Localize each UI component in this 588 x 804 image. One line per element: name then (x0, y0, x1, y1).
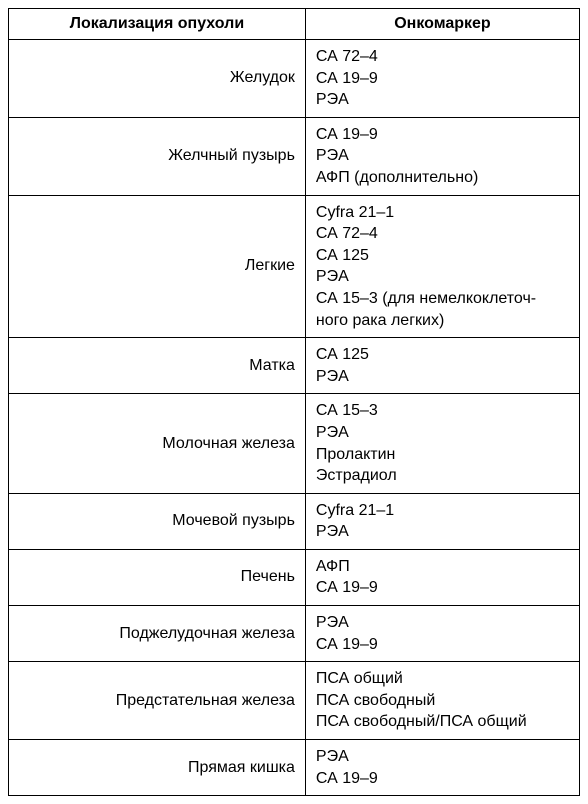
marker-line: ного рака легких) (316, 310, 569, 332)
marker-line: ПСА свободный (316, 690, 569, 712)
marker-line: РЭА (316, 266, 569, 288)
table-row: Молочная железаСА 15–3РЭАПролактинЭстрад… (9, 394, 580, 493)
marker-line: СА 19–9 (316, 577, 569, 599)
marker-line: РЭА (316, 89, 569, 111)
marker-line: Пролактин (316, 444, 569, 466)
table-row: ЖелудокСА 72–4СА 19–9РЭА (9, 40, 580, 118)
table-row: Предстательная железаПСА общийПСА свобод… (9, 662, 580, 740)
marker-cell: СА 15–3РЭАПролактинЭстрадиол (305, 394, 579, 493)
marker-cell: РЭАСА 19–9 (305, 606, 579, 662)
marker-cell: СА 72–4СА 19–9РЭА (305, 40, 579, 118)
marker-line: ПСА общий (316, 668, 569, 690)
marker-line: ПСА свободный/ПСА общий (316, 711, 569, 733)
marker-line: СА 72–4 (316, 46, 569, 68)
table-body: ЖелудокСА 72–4СА 19–9РЭАЖелчный пузырьСА… (9, 40, 580, 796)
marker-line: Cyfra 21–1 (316, 500, 569, 522)
marker-line: АФП (дополнительно) (316, 167, 569, 189)
marker-line: СА 15–3 (316, 400, 569, 422)
table-row: Поджелудочная железаРЭАСА 19–9 (9, 606, 580, 662)
marker-line: РЭА (316, 521, 569, 543)
location-cell: Легкие (9, 195, 306, 338)
table-row: МаткаСА 125РЭА (9, 338, 580, 394)
tumor-markers-table: Локализация опухоли Онкомаркер ЖелудокСА… (8, 8, 580, 796)
table-row: ПеченьАФПСА 19–9 (9, 549, 580, 605)
location-cell: Прямая кишка (9, 740, 306, 796)
marker-line: РЭА (316, 612, 569, 634)
location-cell: Предстательная железа (9, 662, 306, 740)
marker-line: СА 15–3 (для немелкоклеточ- (316, 288, 569, 310)
marker-line: СА 19–9 (316, 124, 569, 146)
location-cell: Молочная железа (9, 394, 306, 493)
location-cell: Матка (9, 338, 306, 394)
marker-cell: ПСА общийПСА свободныйПСА свободный/ПСА … (305, 662, 579, 740)
marker-cell: СА 125РЭА (305, 338, 579, 394)
marker-line: СА 125 (316, 245, 569, 267)
table-row: ЛегкиеCyfra 21–1СА 72–4СА 125РЭАСА 15–3 … (9, 195, 580, 338)
marker-line: РЭА (316, 746, 569, 768)
location-cell: Мочевой пузырь (9, 493, 306, 549)
marker-line: РЭА (316, 366, 569, 388)
marker-line: РЭА (316, 422, 569, 444)
marker-line: Эстрадиол (316, 465, 569, 487)
header-location: Локализация опухоли (9, 9, 306, 40)
marker-line: СА 125 (316, 344, 569, 366)
marker-cell: СА 19–9РЭААФП (дополнительно) (305, 117, 579, 195)
location-cell: Желчный пузырь (9, 117, 306, 195)
marker-cell: Cyfra 21–1СА 72–4СА 125РЭАСА 15–3 (для н… (305, 195, 579, 338)
marker-line: Cyfra 21–1 (316, 202, 569, 224)
table-row: Желчный пузырьСА 19–9РЭААФП (дополнитель… (9, 117, 580, 195)
table-row: Прямая кишкаРЭАСА 19–9 (9, 740, 580, 796)
header-marker: Онкомаркер (305, 9, 579, 40)
marker-line: РЭА (316, 145, 569, 167)
table-header-row: Локализация опухоли Онкомаркер (9, 9, 580, 40)
marker-cell: РЭАСА 19–9 (305, 740, 579, 796)
marker-line: СА 19–9 (316, 634, 569, 656)
marker-line: СА 19–9 (316, 68, 569, 90)
marker-line: СА 72–4 (316, 223, 569, 245)
location-cell: Печень (9, 549, 306, 605)
marker-line: СА 19–9 (316, 768, 569, 790)
location-cell: Поджелудочная железа (9, 606, 306, 662)
marker-cell: Cyfra 21–1РЭА (305, 493, 579, 549)
marker-cell: АФПСА 19–9 (305, 549, 579, 605)
table-row: Мочевой пузырьCyfra 21–1РЭА (9, 493, 580, 549)
location-cell: Желудок (9, 40, 306, 118)
marker-line: АФП (316, 556, 569, 578)
